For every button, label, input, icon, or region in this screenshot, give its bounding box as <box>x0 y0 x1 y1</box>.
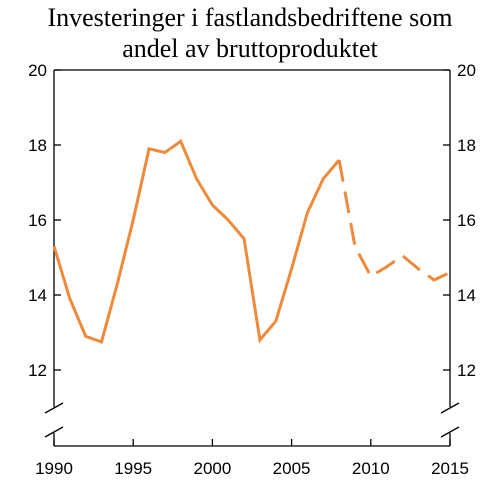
y-tick-label-right-16: 16 <box>457 211 476 230</box>
y-tick-label-right-18: 18 <box>457 136 476 155</box>
y-tick-label-right-20: 20 <box>457 61 476 80</box>
axis-break-mark-left-lower <box>44 426 64 438</box>
data-point-dashed-2010 <box>369 275 372 278</box>
data-point-solid-1998 <box>179 140 182 143</box>
data-point-solid-2007 <box>322 177 325 180</box>
data-point-solid-1993 <box>100 340 103 343</box>
data-point-solid-1997 <box>163 151 166 154</box>
y-tick-label-right-12: 12 <box>457 361 476 380</box>
axis-break-mark-left-upper <box>44 402 64 414</box>
x-tick-label-2005: 2005 <box>273 459 311 478</box>
axis-break-mark-right-upper <box>440 402 460 414</box>
data-point-solid-1994 <box>116 282 119 285</box>
data-point-solid-1991 <box>68 297 71 300</box>
data-point-dashed-2011 <box>385 265 388 268</box>
y-tick-label-left-16: 16 <box>28 211 47 230</box>
data-point-solid-1996 <box>148 147 151 150</box>
y-tick-label-left-12: 12 <box>28 361 47 380</box>
chart-title-line-1: Investeringer i fastlandsbedriftene som <box>47 3 453 32</box>
chart-title: Investeringer i fastlandsbedriftene som … <box>0 2 500 64</box>
data-point-solid-2001 <box>227 219 230 222</box>
data-point-dashed-2015 <box>449 271 452 274</box>
data-point-dashed-2012 <box>401 254 404 257</box>
data-point-solid-2000 <box>211 204 214 207</box>
x-tick-label-1995: 1995 <box>114 459 152 478</box>
data-point-dashed-2009 <box>353 245 356 248</box>
x-tick-label-2000: 2000 <box>193 459 231 478</box>
data-point-dashed-2013 <box>417 267 420 270</box>
series-line-solid <box>52 138 341 344</box>
y-tick-label-right-14: 14 <box>457 286 476 305</box>
data-point-solid-2003 <box>258 339 261 342</box>
data-point-solid-2004 <box>274 320 277 323</box>
y-tick-label-left-18: 18 <box>28 136 47 155</box>
data-point-solid-1992 <box>84 335 87 338</box>
data-point-solid-1999 <box>195 177 198 180</box>
x-tick-label-2015: 2015 <box>431 459 469 478</box>
x-tick-label-1990: 1990 <box>35 459 73 478</box>
x-tick-label-2010: 2010 <box>352 459 390 478</box>
data-point-solid-1990 <box>53 245 56 248</box>
data-point-solid-2006 <box>306 211 309 214</box>
axis-break-mark-right-lower <box>440 426 460 438</box>
data-point-dashed-2014 <box>433 279 436 282</box>
chart-title-line-2: andel av bruttoproduktet <box>122 34 378 63</box>
data-point-solid-2002 <box>243 237 246 240</box>
y-tick-label-left-20: 20 <box>28 61 47 80</box>
data-point-dashed-2008 <box>338 159 341 162</box>
series-line-dashed <box>337 159 451 282</box>
data-point-solid-1995 <box>132 219 135 222</box>
data-point-solid-2005 <box>290 267 293 270</box>
y-tick-label-left-14: 14 <box>28 286 47 305</box>
